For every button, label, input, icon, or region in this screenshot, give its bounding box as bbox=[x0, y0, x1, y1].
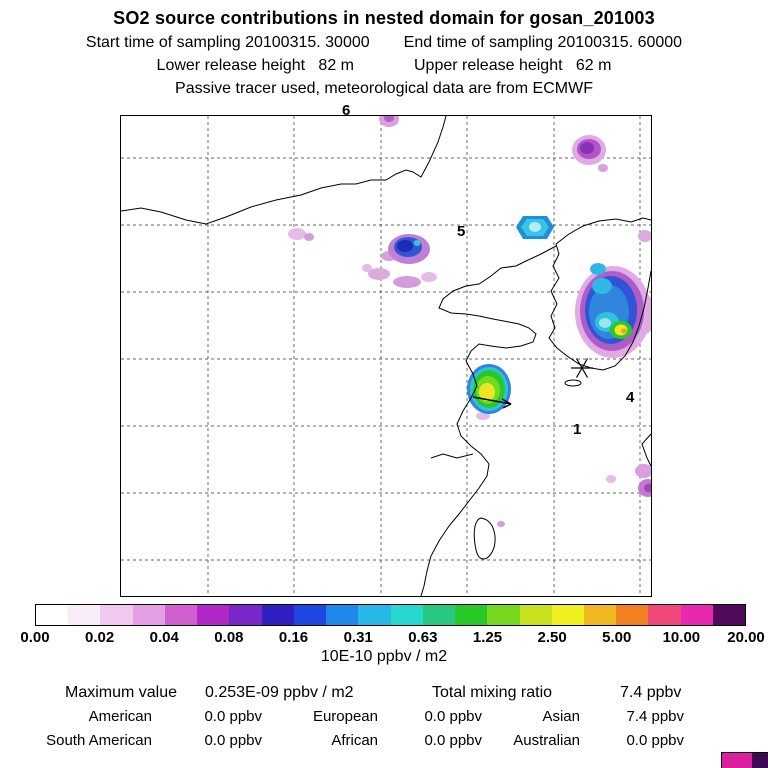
plume-northeast bbox=[572, 135, 608, 172]
colorbar-tick: 0.16 bbox=[278, 629, 309, 646]
lower-release-height-text: Lower release height 82 m bbox=[156, 57, 354, 74]
plume-right-edge bbox=[497, 230, 651, 527]
colorbar-ticks: 0.00 0.02 0.04 0.08 0.16 0.31 0.63 1.25 2.50 5.00… bbox=[20, 629, 764, 647]
corner-fragment-magenta bbox=[722, 753, 752, 768]
total-mixing-ratio-label: Total mixing ratio bbox=[432, 684, 553, 701]
colorbar-tick: 5.00 bbox=[602, 629, 632, 646]
region-value: 0.0 ppbv bbox=[424, 708, 482, 725]
colorbar-segment bbox=[487, 605, 520, 625]
colorbar-tick: 0.04 bbox=[149, 629, 179, 646]
map-label-6: 6 bbox=[342, 102, 351, 119]
plume-ring-cyan bbox=[516, 216, 554, 239]
corner-fragment-darkpurple bbox=[752, 753, 768, 768]
region-name: South American bbox=[46, 732, 152, 749]
north-border-line bbox=[121, 116, 447, 225]
figure-title: SO2 source contributions in nested domai… bbox=[113, 8, 655, 28]
colorbar-tick: 2.50 bbox=[537, 629, 567, 646]
colorbar-segment bbox=[68, 605, 101, 625]
sampling-times-line: Start time of sampling 20100315. 30000 E… bbox=[0, 34, 768, 52]
tracer-info-text: Passive tracer used, meteorological data… bbox=[175, 80, 593, 97]
colorbar-tick: 0.08 bbox=[214, 629, 244, 646]
region-name: European bbox=[312, 708, 378, 725]
upper-release-height-text: Upper release height 62 m bbox=[414, 57, 612, 74]
colorbar-segment bbox=[132, 605, 165, 625]
region-name: Asian bbox=[542, 708, 580, 725]
arrow-mark bbox=[472, 396, 512, 409]
colorbar-segment bbox=[583, 605, 617, 625]
plume-west-specks bbox=[288, 228, 314, 241]
region-name: American bbox=[88, 708, 152, 725]
colorbar-segment bbox=[519, 605, 552, 625]
total-mixing-ratio-value: 7.4 ppbv bbox=[620, 684, 682, 701]
taiwan-island bbox=[473, 517, 496, 560]
maximum-value-label: Maximum value bbox=[65, 684, 178, 701]
korea-north-border bbox=[555, 217, 651, 245]
colorbar-segment bbox=[36, 605, 69, 625]
colorbar-segment bbox=[680, 605, 713, 625]
map-area: 6 5 4 1 bbox=[120, 103, 652, 597]
colorbar-segment bbox=[712, 605, 746, 625]
colorbar-segment bbox=[100, 605, 133, 625]
china-coastline bbox=[420, 245, 557, 596]
region-value: 0.0 ppbv bbox=[424, 732, 482, 749]
colorbar-tick: 20.00 bbox=[727, 629, 765, 646]
colorbar-segment bbox=[358, 605, 391, 625]
colorbar-segment bbox=[616, 605, 649, 625]
region-value: 0.0 ppbv bbox=[204, 708, 262, 725]
region-name: Australian bbox=[513, 732, 580, 749]
colorbar-tick: 0.00 bbox=[20, 629, 50, 646]
kyushu-edge bbox=[641, 433, 651, 467]
river-line bbox=[430, 453, 474, 459]
colorbar-segment bbox=[164, 605, 198, 625]
colorbar-tick: 0.63 bbox=[408, 629, 438, 646]
concentration-blobs bbox=[288, 116, 651, 527]
start-time-text: Start time of sampling 20100315. 30000 bbox=[85, 34, 370, 51]
corner-fragment bbox=[721, 752, 768, 768]
colorbar-tick: 1.25 bbox=[472, 629, 503, 646]
tracer-info-line: Passive tracer used, meteorological data… bbox=[0, 80, 768, 98]
colorbar-segment bbox=[390, 605, 423, 625]
region-value: 0.0 ppbv bbox=[626, 732, 684, 749]
colorbar-segment bbox=[261, 605, 294, 625]
colorbar-segment bbox=[455, 605, 488, 625]
coastlines bbox=[121, 116, 651, 596]
colorbar-wrap: 0.00 0.02 0.04 0.08 0.16 0.31 0.63 1.25 2.50 5.00… bbox=[20, 604, 765, 647]
colorbar-tick: 0.31 bbox=[343, 629, 373, 646]
receptor-marker-asterisk bbox=[571, 358, 593, 378]
colorbar bbox=[35, 604, 746, 626]
colorbar-segment bbox=[648, 605, 681, 625]
colorbar-segment bbox=[229, 605, 262, 625]
colorbar-segment bbox=[326, 605, 359, 625]
region-contributions: American 0.0 ppbv European 0.0 ppbv Asia… bbox=[0, 708, 684, 749]
map-label-4: 4 bbox=[626, 389, 635, 406]
colorbar-segment bbox=[422, 605, 456, 625]
colorbar-segment bbox=[197, 605, 230, 625]
colorbar-tick: 0.02 bbox=[85, 629, 115, 646]
release-heights-line: Lower release height 82 m Upper release … bbox=[0, 57, 768, 75]
plume-korea bbox=[575, 263, 651, 358]
map-label-5: 5 bbox=[457, 223, 466, 240]
korea-coastline bbox=[548, 243, 651, 371]
colorbar-unit-label: 10E-10 ppbv / m2 bbox=[320, 648, 448, 665]
plume-shanghai bbox=[467, 364, 512, 420]
plume-top-center bbox=[379, 116, 399, 127]
region-value: 7.4 ppbv bbox=[626, 708, 684, 725]
map-canvas bbox=[121, 116, 651, 596]
jeju-island bbox=[564, 379, 582, 387]
maximum-value: 0.253E-09 ppbv / m2 bbox=[205, 684, 354, 701]
colorbar-segment bbox=[551, 605, 584, 625]
end-time-text: End time of sampling 20100315. 60000 bbox=[403, 34, 683, 51]
colorbar-segment bbox=[293, 605, 327, 625]
grid-lines bbox=[121, 116, 651, 596]
map-label-1: 1 bbox=[573, 421, 582, 438]
region-name: African bbox=[331, 732, 378, 749]
plume-north-china bbox=[362, 234, 437, 288]
region-value: 0.0 ppbv bbox=[204, 732, 262, 749]
colorbar-tick: 10.00 bbox=[662, 629, 701, 646]
